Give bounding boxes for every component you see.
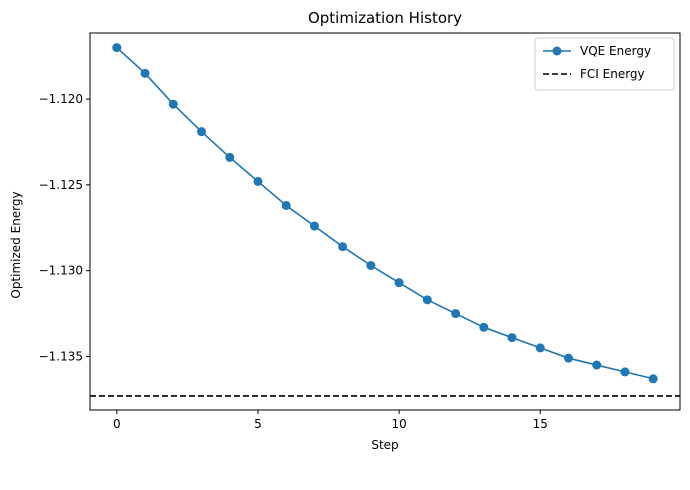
vqe-energy-point (451, 309, 461, 319)
y-axis-label: Optimized Energy (9, 191, 23, 298)
legend-vqe-label: VQE Energy (580, 44, 651, 58)
vqe-energy-point (366, 261, 376, 271)
vqe-energy-point (168, 99, 178, 109)
vqe-energy-point (422, 295, 432, 305)
vqe-energy-point (592, 360, 602, 370)
x-tick-label: 0 (113, 417, 121, 431)
vqe-energy-point (563, 353, 573, 363)
x-axis-label: Step (371, 438, 398, 452)
vqe-energy-point (309, 221, 319, 231)
vqe-energy-point (140, 68, 150, 78)
vqe-energy-point (338, 242, 348, 252)
vqe-energy-point (225, 152, 235, 162)
plot-area: 0 5 10 15 −1.120 −1.125 −1.130 −1.135 (39, 32, 681, 431)
vqe-energy-point (281, 200, 291, 210)
vqe-energy-point (479, 322, 489, 332)
y-tick-label: −1.120 (39, 92, 83, 106)
vqe-energy-point (112, 43, 122, 53)
vqe-energy-point (197, 127, 207, 137)
vqe-energy-line (116, 46, 654, 380)
x-tick-label: 5 (254, 417, 262, 431)
legend-fci-label: FCI Energy (580, 67, 645, 81)
vqe-energy-point (535, 343, 545, 353)
vqe-energy-point (507, 333, 517, 343)
vqe-energy-point (253, 176, 263, 186)
vqe-energy-point (648, 374, 658, 384)
y-tick-label: −1.125 (39, 178, 83, 192)
y-tick-label: −1.130 (39, 264, 83, 278)
legend-vqe-swatch-marker (552, 46, 562, 56)
x-tick-label: 10 (391, 417, 406, 431)
legend: VQE Energy FCI Energy (534, 37, 675, 91)
chart-title: Optimization History (308, 9, 462, 27)
vqe-energy-point (620, 367, 630, 377)
vqe-energy-point (394, 278, 404, 288)
plot-frame (89, 32, 681, 411)
x-tick-label: 15 (533, 417, 548, 431)
y-tick-label: −1.135 (39, 349, 83, 363)
